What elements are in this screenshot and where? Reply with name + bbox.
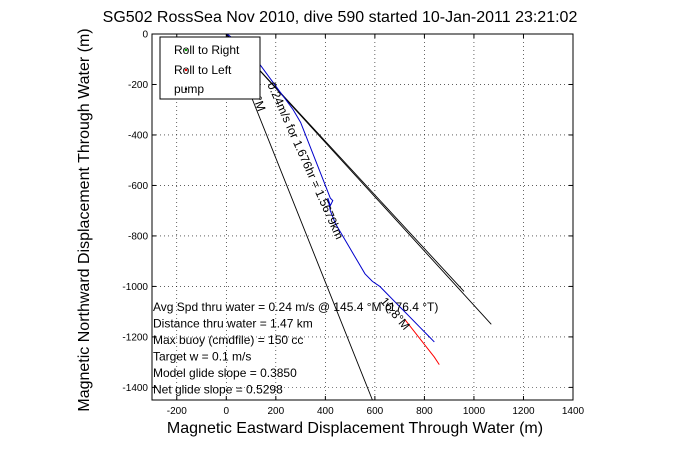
- legend-label-roll-right: Roll to Right: [174, 43, 240, 57]
- chart-title: SG502 RossSea Nov 2010, dive 590 started…: [103, 9, 578, 26]
- legend-marker-roll-right: [184, 48, 188, 52]
- annotations: Avg Spd thru water = 0.24 m/s @ 145.4 °M…: [153, 300, 438, 397]
- series-line-1: [404, 318, 440, 365]
- x-tick-label: 1400: [562, 406, 585, 417]
- ticks: -200 0 200 400 600 800 1000 1200 1400 -1400 -1200 -…: [122, 30, 584, 418]
- x-tick-label: 600: [367, 406, 384, 417]
- y-tick-label: -1000: [122, 282, 148, 293]
- annotation-line-4: Model glide slope = 0.3850: [153, 366, 297, 380]
- series-layer: [226, 33, 440, 365]
- y-tick-label: -200: [128, 80, 148, 91]
- x-tick-label: 1200: [512, 406, 535, 417]
- x-tick-label: 200: [267, 406, 284, 417]
- legend-box: [159, 36, 261, 100]
- guide-line-1: [225, 33, 465, 292]
- annotation-line-5: Net glide slope = 0.5298: [153, 383, 283, 397]
- annotation-line-3: Target w = 0.1 m/s: [153, 350, 251, 364]
- y-tick-label: -1400: [122, 383, 148, 394]
- annotation-line-1: Distance thru water = 1.47 km: [153, 317, 313, 331]
- x-tick-label: 0: [224, 406, 230, 417]
- legend: Roll to Right Roll to Left pump: [159, 36, 261, 100]
- x-axis-label: Magnetic Eastward Displacement Through W…: [167, 420, 543, 437]
- legend-marker-roll-left: [184, 68, 188, 72]
- y-tick-label: -600: [128, 181, 148, 192]
- y-tick-label: 0: [142, 30, 148, 41]
- legend-label-pump: pump: [174, 82, 204, 96]
- x-tick-label: 800: [416, 406, 433, 417]
- legend-marker-pump: [184, 87, 188, 91]
- y-tick-label: -400: [128, 130, 148, 141]
- x-tick-label: -200: [167, 406, 187, 417]
- x-tick-label: 1000: [463, 406, 486, 417]
- y-tick-label: -800: [128, 231, 148, 242]
- series-line-0: [226, 33, 435, 343]
- annotation-line-0: Avg Spd thru water = 0.24 m/s @ 145.4 °M…: [153, 300, 438, 314]
- y-tick-label: -1200: [122, 332, 148, 343]
- x-tick-label: 400: [317, 406, 334, 417]
- plot-frame: [151, 33, 574, 401]
- legend-label-roll-left: Roll to Left: [174, 63, 232, 77]
- y-axis-label: Magnetic Northward Displacement Through …: [76, 28, 93, 411]
- annotation-line-2: Max buoy (cmdfile) = 150 cc: [153, 333, 303, 347]
